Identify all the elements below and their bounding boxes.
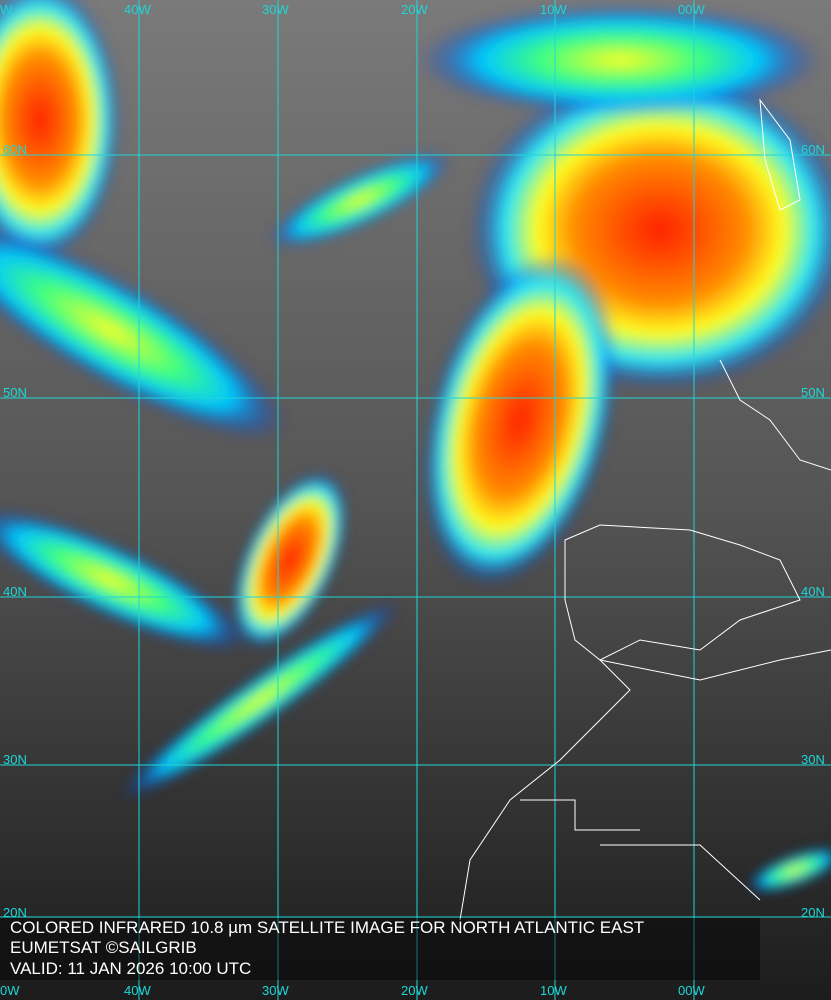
lon-label-bottom-30w: 30W	[262, 983, 289, 998]
cloud-greenland	[0, 0, 120, 260]
lon-label-top-40w: 40W	[124, 2, 151, 17]
cloud-streak	[268, 152, 452, 248]
lon-label-bottom-00w: 00W	[678, 983, 705, 998]
lat-label-left-40n: 40N	[3, 584, 27, 599]
lat-label-right-60n: 60N	[801, 142, 825, 157]
lat-label-left-60n: 60N	[3, 142, 27, 157]
cloud-band-southwest	[0, 509, 247, 651]
lat-label-left-50n: 50N	[3, 385, 27, 400]
lat-label-right-50n: 50N	[801, 385, 825, 400]
lon-label-top-10w: 10W	[540, 2, 567, 17]
lon-label-bottom-10w: 10W	[540, 983, 567, 998]
lon-label-top-30w: 30W	[262, 2, 289, 17]
lat-label-right-20n: 20N	[801, 905, 825, 920]
coastlines	[459, 98, 831, 921]
caption-background	[0, 918, 760, 980]
cloud-band-west	[0, 221, 286, 439]
caption-credit: EUMETSAT ©SAILGRIB	[10, 938, 197, 957]
lon-label-bottom-50w: 0W	[0, 983, 20, 998]
lon-label-bottom-20w: 20W	[401, 983, 428, 998]
lat-label-right-30n: 30N	[801, 752, 825, 767]
cloud-front-south	[120, 600, 400, 800]
lat-label-left-20n: 20N	[3, 905, 27, 920]
lon-label-top-50w: W	[0, 2, 13, 17]
cloud-africa	[747, 847, 831, 893]
storm-cloud-biscay	[422, 254, 618, 586]
lat-label-right-40n: 40N	[801, 584, 825, 599]
caption-valid-time: VALID: 11 JAN 2026 10:00 UTC	[10, 959, 252, 978]
caption-title: COLORED INFRARED 10.8 µm SATELLITE IMAGE…	[10, 918, 645, 937]
lon-label-top-00w: 00W	[678, 2, 705, 17]
cloud-low-central	[232, 471, 348, 649]
lat-label-left-30n: 30N	[3, 752, 27, 767]
cloud-band-north	[420, 5, 820, 115]
lon-label-top-20w: 20W	[401, 2, 428, 17]
lon-label-bottom-40w: 40W	[124, 983, 151, 998]
